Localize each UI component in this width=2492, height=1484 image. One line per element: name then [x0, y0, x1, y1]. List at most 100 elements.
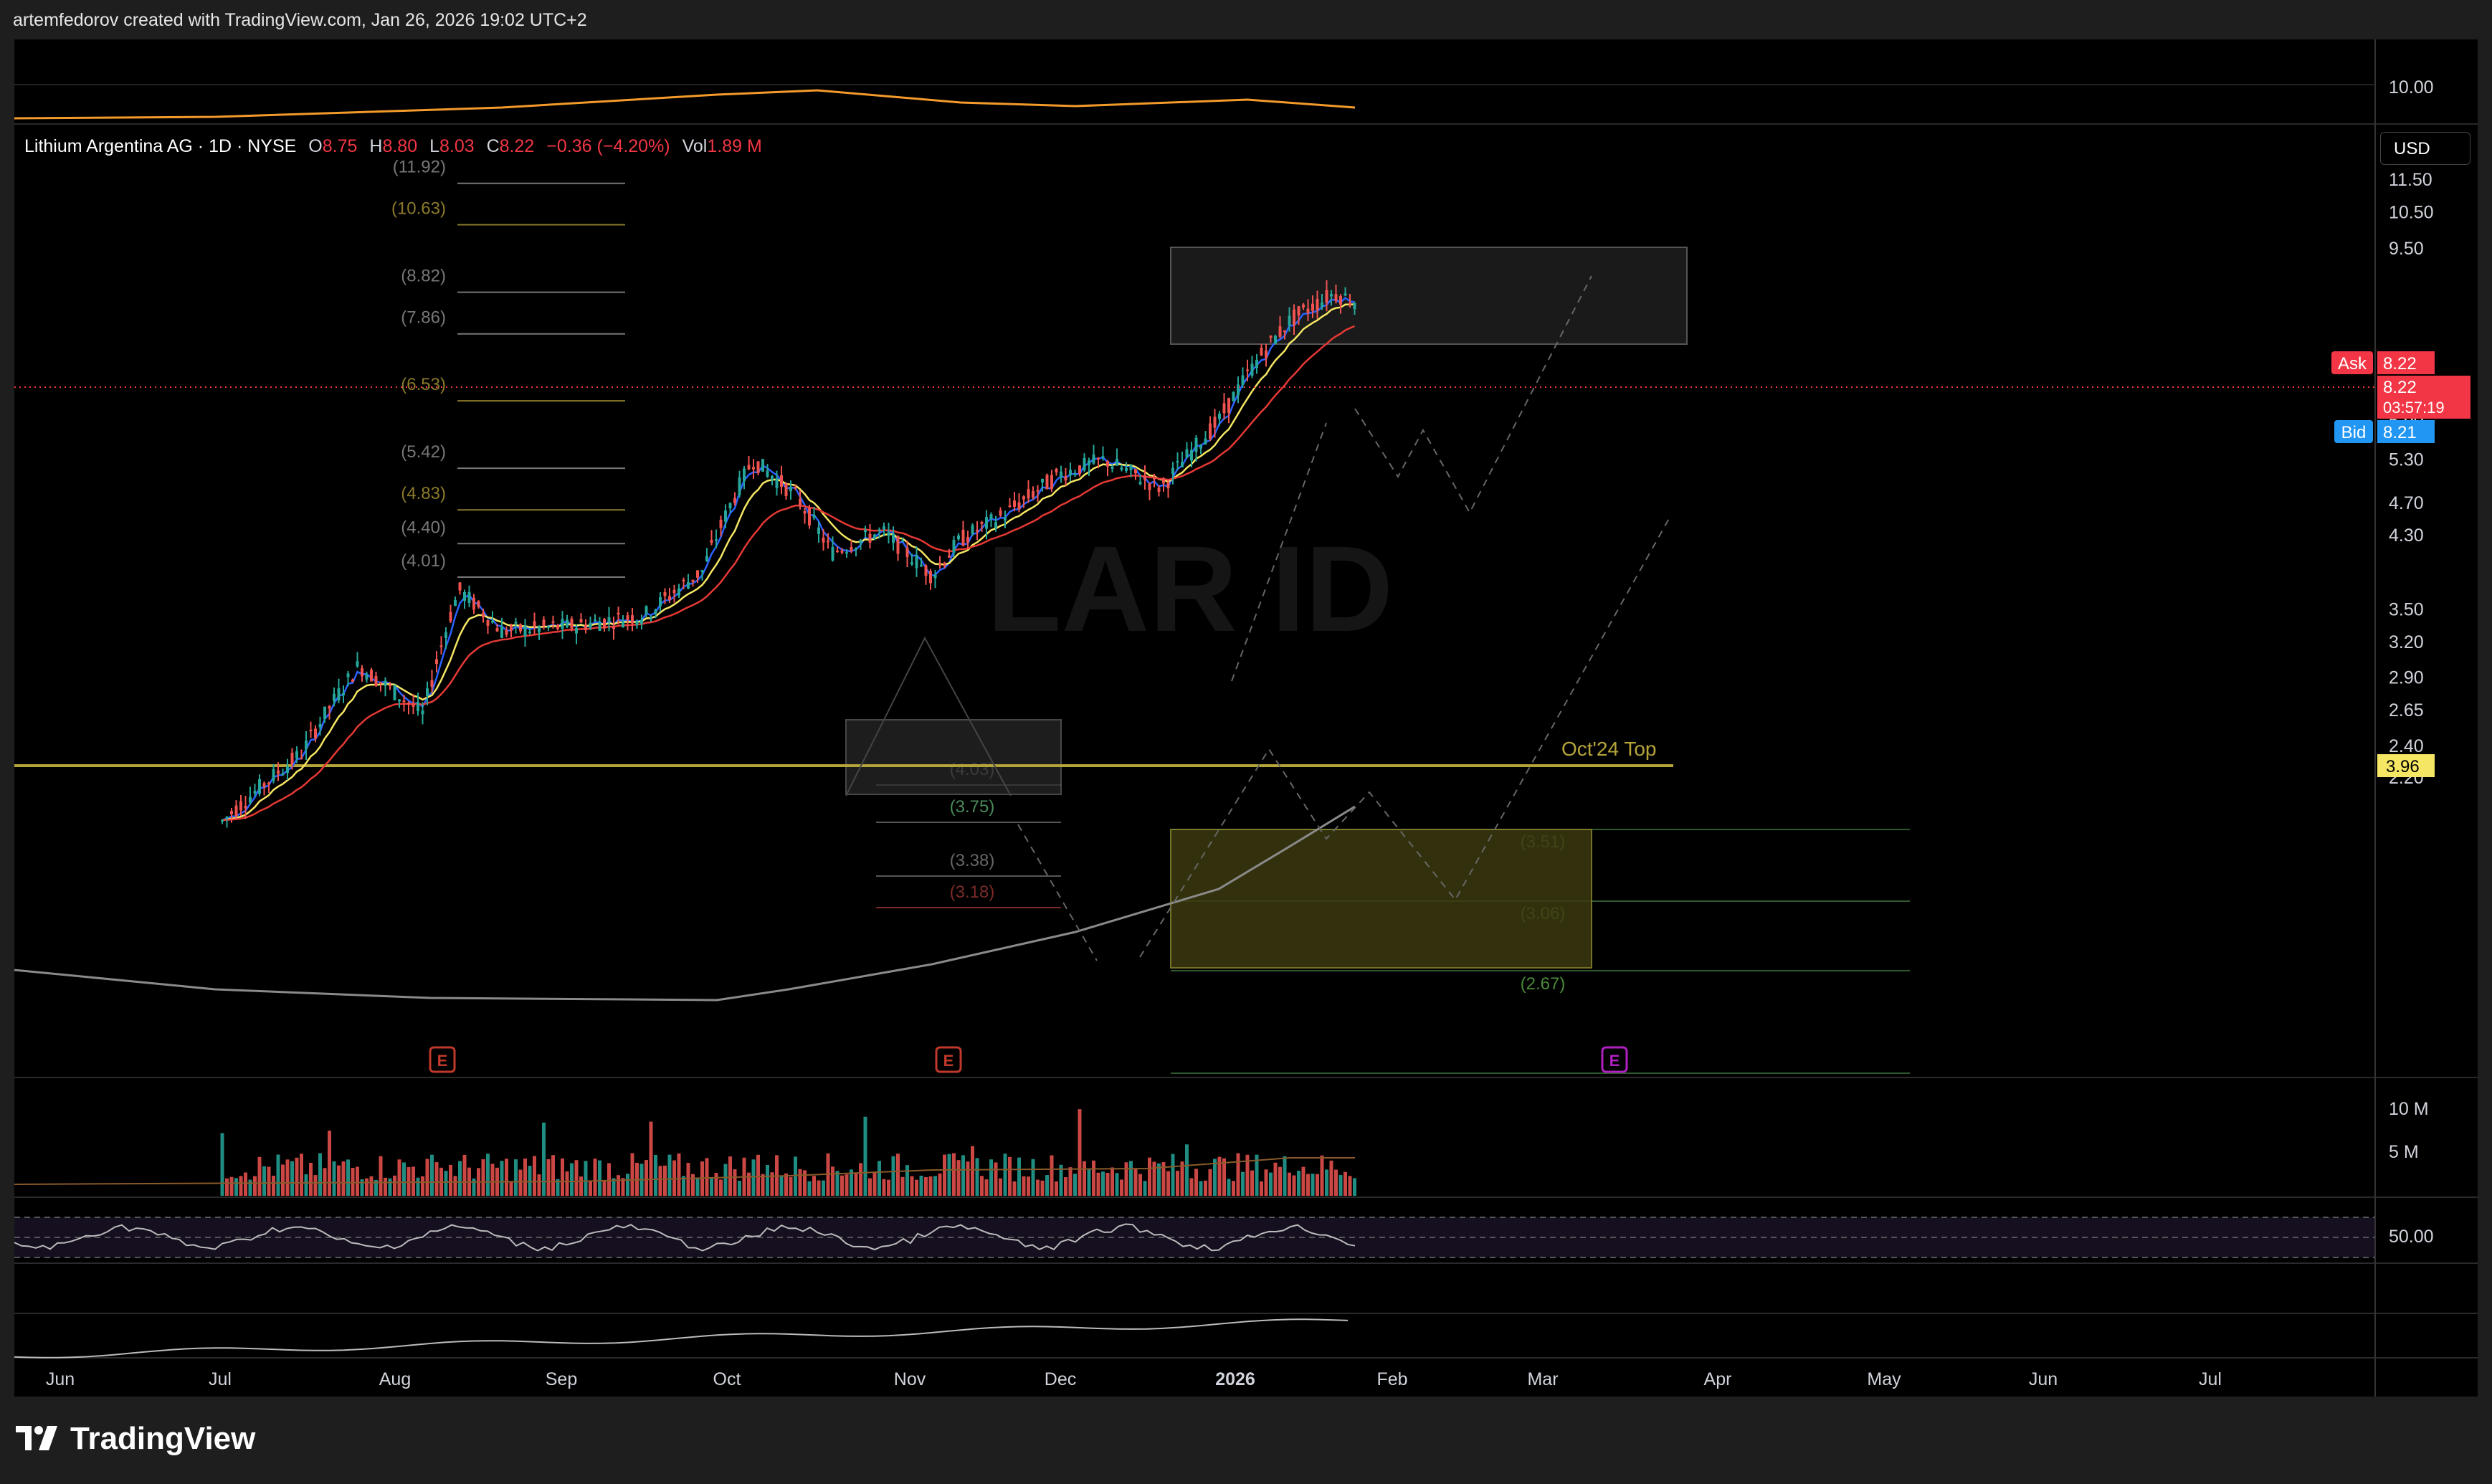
- symbol-watermark: LAR ID: [987, 521, 1394, 657]
- volume-bar: [905, 1165, 909, 1196]
- candle-body: [1283, 330, 1286, 333]
- volume-bar: [872, 1171, 877, 1196]
- volume-bar: [425, 1159, 429, 1196]
- currency-button[interactable]: USD: [2380, 132, 2470, 165]
- volume-bar: [617, 1175, 620, 1196]
- candle-body: [1045, 475, 1049, 490]
- volume-bar: [434, 1162, 439, 1196]
- ema-slow-line: [222, 325, 1356, 822]
- candle-body: [1134, 469, 1137, 474]
- candle-body: [1250, 363, 1254, 376]
- candle-body: [1306, 308, 1310, 313]
- candle-body: [458, 582, 462, 591]
- candle-body: [868, 533, 872, 543]
- volume-bar: [1115, 1173, 1119, 1196]
- candle-body: [1297, 306, 1300, 316]
- volume-bar: [430, 1154, 434, 1196]
- candle-body: [454, 599, 457, 607]
- volume-bar: [1213, 1159, 1217, 1196]
- candle-body: [328, 705, 331, 709]
- volume-bar: [1292, 1175, 1296, 1196]
- candle-body: [505, 629, 508, 635]
- candle-body: [523, 625, 527, 637]
- volume-bar: [341, 1161, 346, 1196]
- volume-bar: [1301, 1166, 1306, 1196]
- candle-body: [1311, 303, 1314, 311]
- candle-body: [999, 510, 1002, 516]
- earnings-marker-label: E: [1609, 1052, 1620, 1070]
- volume-bar: [1096, 1172, 1100, 1196]
- volume-bar: [323, 1168, 327, 1196]
- candle-body: [1334, 294, 1338, 301]
- candle-body: [244, 806, 247, 809]
- volume-bar: [537, 1174, 541, 1196]
- volume-bar: [1022, 1176, 1026, 1196]
- volume-bar: [961, 1155, 965, 1196]
- candle-body: [258, 779, 261, 794]
- candle-body: [514, 622, 518, 624]
- high-value: 8.80: [382, 136, 418, 156]
- volume-bar: [402, 1162, 406, 1196]
- volume-bar: [705, 1158, 709, 1196]
- volume-bar: [621, 1178, 625, 1196]
- bottom-indicator-line: [14, 1318, 1349, 1359]
- volume-bar: [1101, 1171, 1105, 1196]
- chart-credit: artemfedorov created with TradingView.co…: [13, 10, 587, 30]
- volume-axis-tick: 10 M: [2389, 1099, 2429, 1119]
- volume-bar: [723, 1164, 728, 1196]
- volume-bar: [602, 1180, 607, 1196]
- time-axis-label: Apr: [1704, 1369, 1732, 1389]
- volume-bar: [556, 1179, 560, 1196]
- candle-body: [556, 624, 559, 629]
- candle-body: [743, 468, 746, 482]
- volume-axis-tick: 5 M: [2389, 1142, 2419, 1162]
- time-axis-label: Nov: [894, 1369, 926, 1389]
- volume-bar: [528, 1166, 532, 1196]
- level-badge-value: 3.96: [2386, 757, 2420, 776]
- volume-bar: [956, 1160, 961, 1196]
- volume-bar: [1217, 1156, 1222, 1196]
- volume-bar: [686, 1163, 690, 1196]
- volume-bar: [518, 1169, 523, 1196]
- candle-body: [547, 626, 550, 628]
- volume-bar: [738, 1181, 741, 1196]
- ma200-line: [14, 805, 1356, 1002]
- candle-body: [407, 702, 410, 705]
- candle-body: [1004, 517, 1007, 520]
- volume-bar: [1050, 1155, 1054, 1196]
- volume-bar: [1157, 1163, 1161, 1196]
- volume-bar: [374, 1179, 378, 1196]
- candle-body: [393, 685, 396, 700]
- price-axis-tick: 4.30: [2389, 525, 2424, 546]
- candle-body: [910, 562, 913, 565]
- volume-bar: [356, 1166, 359, 1196]
- volume-bar: [924, 1177, 928, 1196]
- fib-mid-label: (3.38): [950, 851, 995, 870]
- time-axis-label: May: [1867, 1369, 1901, 1389]
- candle-body: [337, 688, 341, 700]
- candle-body: [901, 540, 904, 542]
- candle-body: [766, 470, 769, 477]
- candle-body: [1190, 450, 1193, 461]
- price-axis-tick: 2.90: [2389, 667, 2424, 688]
- horizontal-level-label: Oct'24 Top: [1561, 738, 1656, 760]
- candle-body: [267, 782, 270, 784]
- fib-level-label: (11.92): [393, 158, 446, 177]
- candle-body: [761, 459, 764, 472]
- candle-body: [249, 796, 252, 803]
- high-label: H: [369, 136, 383, 156]
- candle-body: [1022, 496, 1025, 500]
- volume-bar: [1111, 1167, 1114, 1196]
- price-axis-tick: 2.40: [2389, 736, 2424, 756]
- candle-body: [1237, 384, 1240, 396]
- tradingview-logo[interactable]: TradingView: [16, 1421, 255, 1457]
- volume-bar: [994, 1162, 998, 1196]
- earnings-marker: [935, 1046, 962, 1073]
- candle-body: [510, 626, 513, 631]
- volume-ma-line: [14, 1157, 1355, 1185]
- volume-bar: [472, 1178, 476, 1196]
- candle-body: [892, 534, 895, 543]
- candle-body: [579, 619, 583, 623]
- candle-body: [1148, 483, 1151, 490]
